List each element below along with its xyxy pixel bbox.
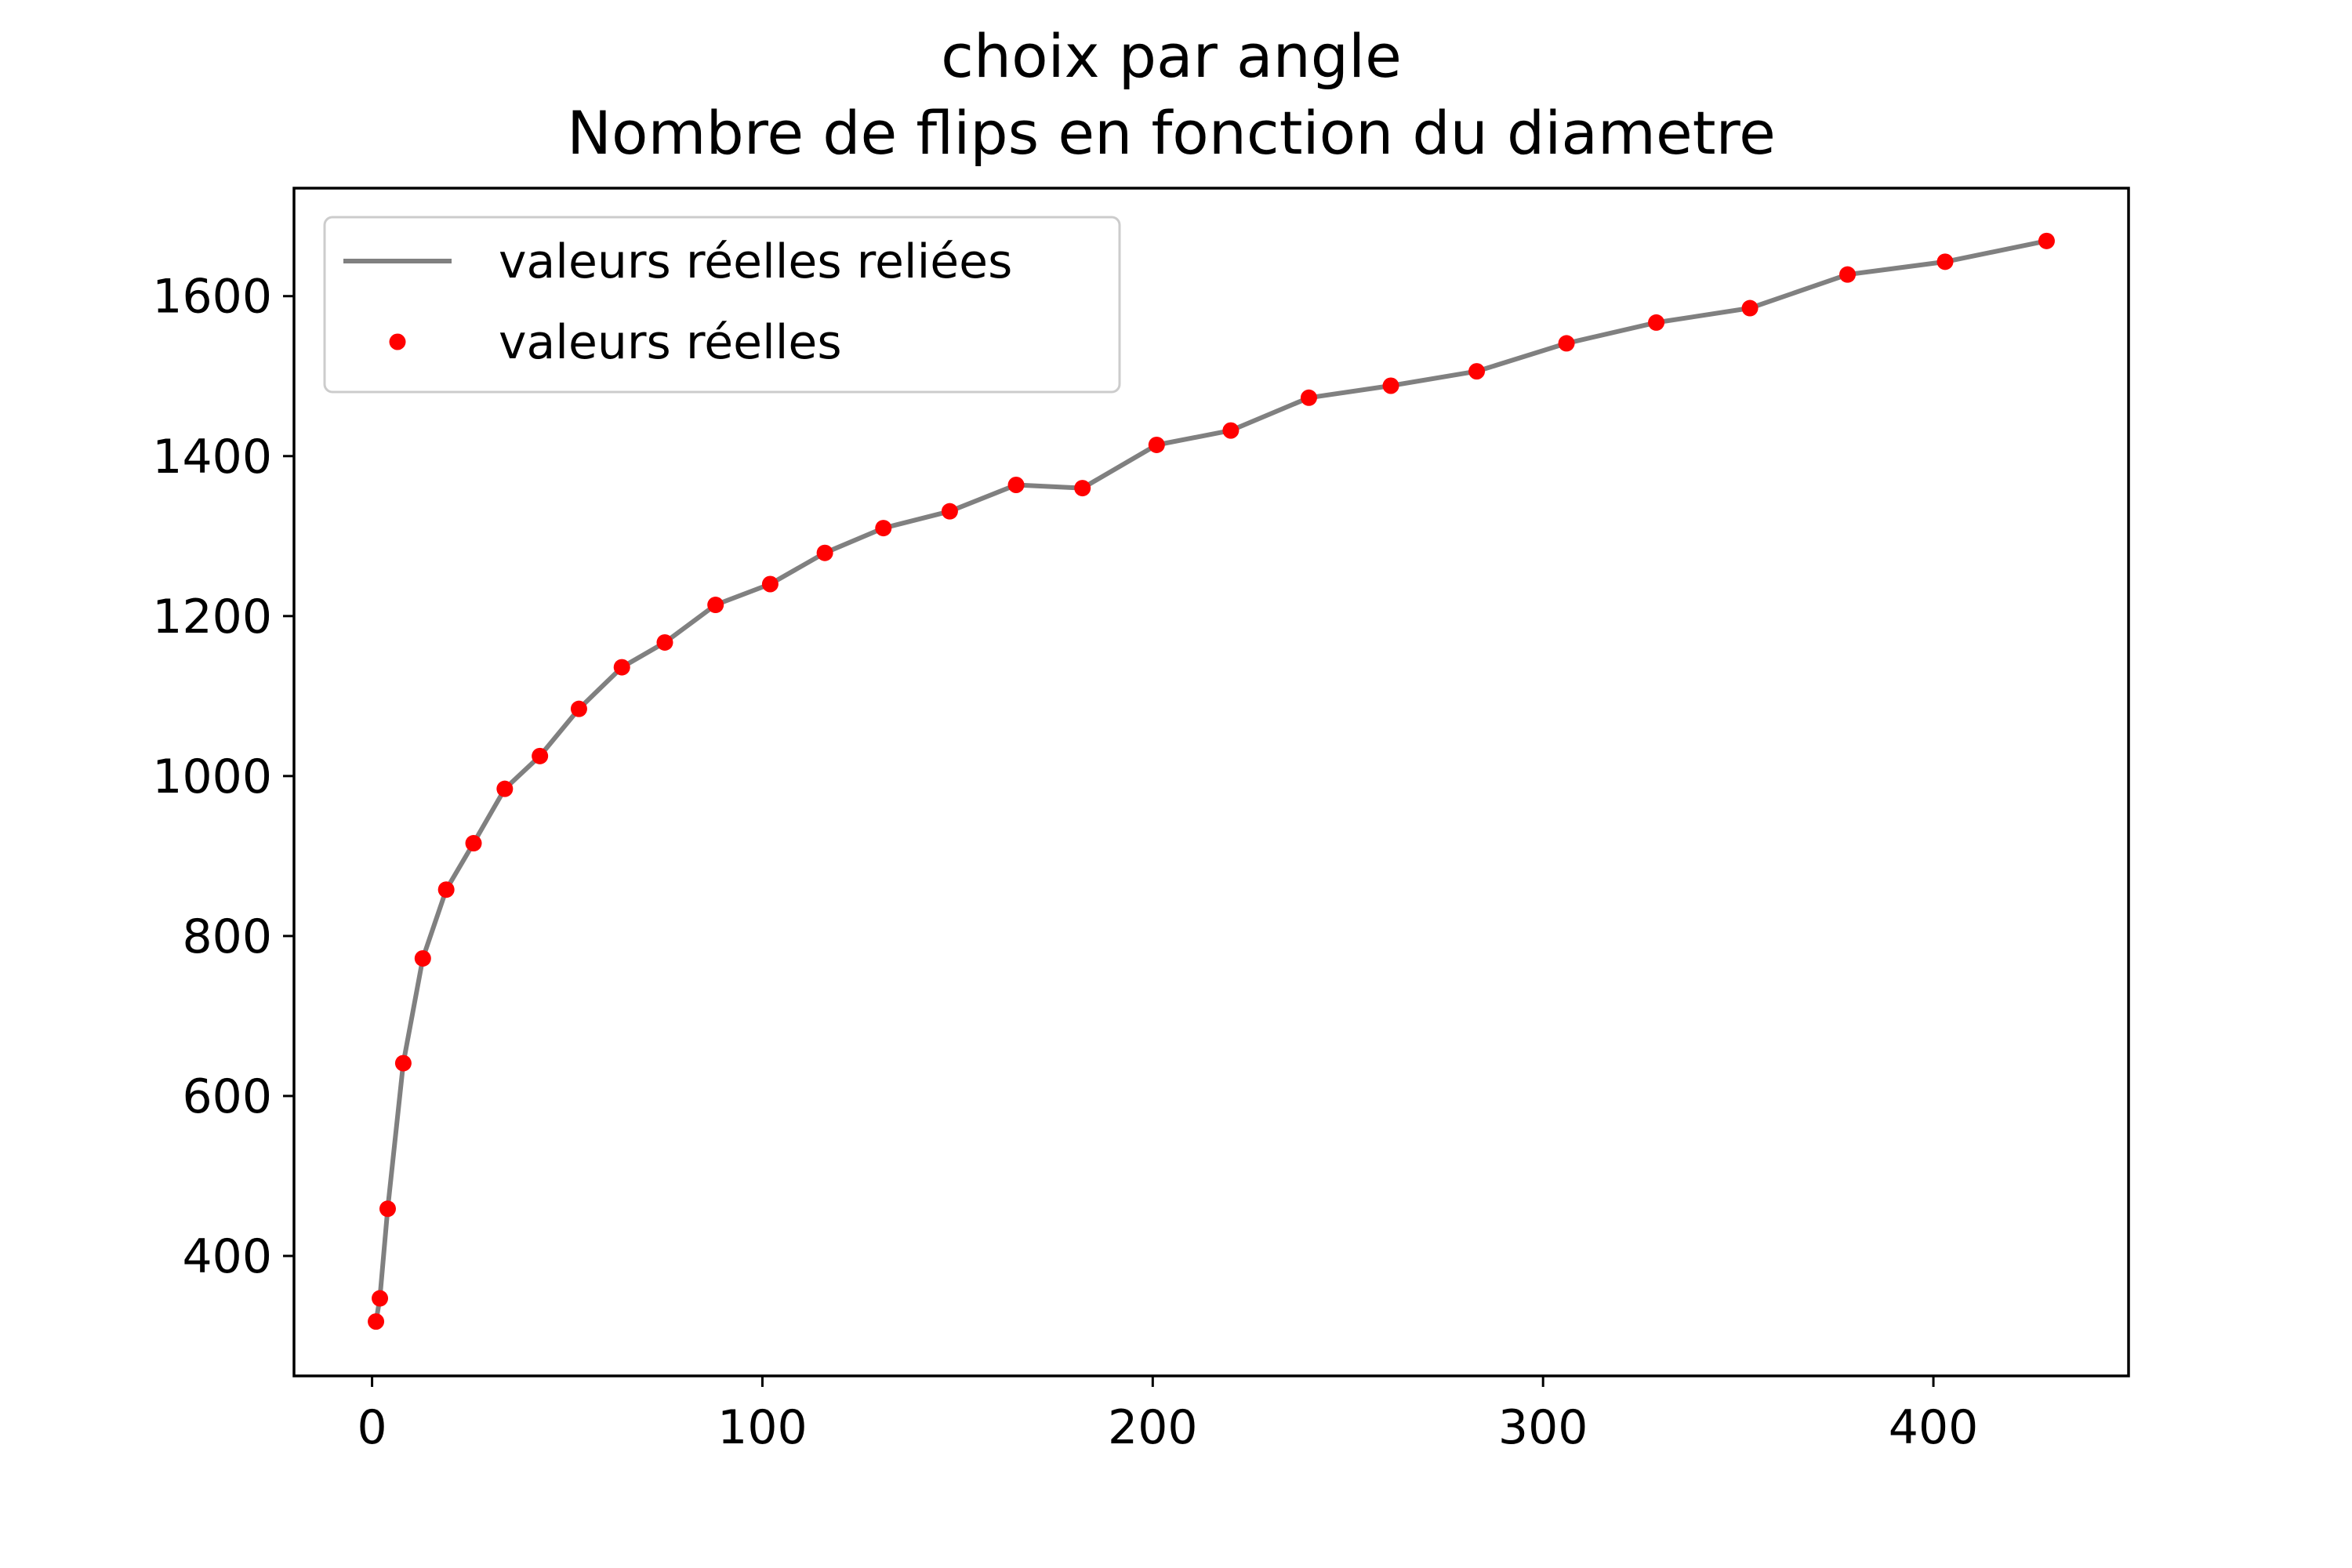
data-point <box>1148 436 1165 453</box>
y-tick-label: 800 <box>182 909 272 964</box>
data-point <box>707 597 724 614</box>
data-point <box>394 1054 412 1072</box>
y-tick-label: 600 <box>182 1069 272 1124</box>
legend-point-swatch <box>389 333 406 350</box>
data-point <box>656 633 673 651</box>
axis-ticks: 0 100 200 300 400 400 600 800 1000 1200 1400 1600 <box>152 270 1978 1455</box>
chart-title: choix par angle <box>941 21 1402 91</box>
x-tick-label: 300 <box>1498 1400 1588 1455</box>
x-tick-label: 0 <box>357 1400 387 1455</box>
data-point <box>2038 232 2055 249</box>
x-tick-label: 400 <box>1889 1400 1979 1455</box>
data-point <box>1222 422 1240 439</box>
data-point <box>496 780 514 797</box>
data-point <box>372 1290 389 1307</box>
y-tick-label: 1000 <box>152 750 272 804</box>
data-point <box>761 575 779 593</box>
plot-frame <box>292 187 2130 1377</box>
legend-box <box>323 216 1121 394</box>
data-point <box>437 881 455 898</box>
series-line <box>373 238 2048 1323</box>
legend-label-points: valeurs réelles <box>499 315 842 370</box>
legend: valeurs réelles reliées valeurs réelles <box>323 216 1121 394</box>
y-tick-label: 1600 <box>152 270 272 325</box>
data-point <box>368 1313 385 1330</box>
data-point <box>875 520 892 537</box>
data-point <box>816 544 833 561</box>
data-point <box>1648 314 1665 331</box>
data-point <box>1300 389 1317 406</box>
data-point <box>1007 476 1025 493</box>
y-tick-label: 400 <box>182 1229 272 1284</box>
x-tick-label: 100 <box>717 1400 808 1455</box>
y-tick-label: 1400 <box>152 430 272 485</box>
x-tick-label: 200 <box>1108 1400 1198 1455</box>
chart-subtitle: Nombre de flips en fonction du diametre <box>567 98 1776 168</box>
data-point <box>941 503 958 520</box>
data-point <box>1468 363 1486 380</box>
data-point <box>1074 480 1091 497</box>
data-point <box>465 835 482 852</box>
data-point <box>1839 266 1857 283</box>
data-point <box>1741 299 1759 317</box>
data-point <box>613 659 630 676</box>
series-layer <box>368 232 2055 1330</box>
data-point <box>1382 377 1399 394</box>
legend-label-line: valeurs réelles reliées <box>499 234 1012 289</box>
y-tick-label: 1200 <box>152 590 272 644</box>
data-point <box>414 949 431 967</box>
data-point <box>379 1200 396 1218</box>
data-point <box>1558 335 1575 352</box>
data-point <box>1936 253 1954 270</box>
data-point <box>532 747 549 764</box>
data-point <box>570 700 587 717</box>
